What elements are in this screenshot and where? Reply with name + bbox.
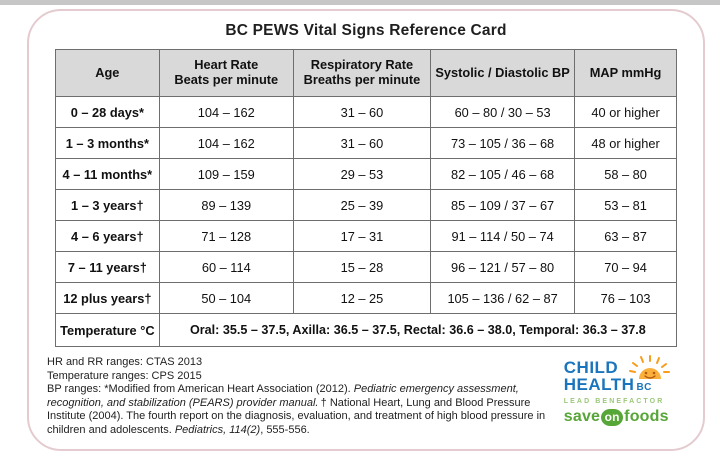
bp-cell: 96 – 121 / 57 – 80 [430,251,576,283]
photo-top-edge [0,0,720,5]
column-header-2: Respiratory Rate Breaths per minute [292,49,432,97]
footnotes: HR and RR ranges: CTAS 2013 Temperature … [47,356,564,438]
resp-rate-cell: 25 – 39 [292,189,432,221]
map-cell: 40 or higher [574,96,677,128]
page-title: BC PEWS Vital Signs Reference Card [225,22,507,39]
footnote-italic-segment: Pediatrics, 114(2) [174,423,261,436]
age-cell: 7 – 11 years† [55,251,160,283]
map-cell: 58 – 80 [574,158,677,190]
column-header-4: MAP mmHg [574,49,677,97]
age-cell: 0 – 28 days* [55,96,160,128]
footnote-temperature: Temperature ranges: CPS 2015 [47,369,202,382]
bp-cell: 73 – 105 / 36 – 68 [430,127,576,159]
map-cell: 63 – 87 [574,220,677,252]
heart-rate-cell: 104 – 162 [158,127,294,159]
footnote-italic-segment: Pediatric emergency assessment, recognit… [47,383,519,409]
bp-cell: 91 – 114 / 50 – 74 [430,220,576,252]
age-cell: 1 – 3 years† [55,189,160,221]
child-health-bc-logo: CHILD [563,355,685,394]
column-header-1: Heart Rate Beats per minute [158,49,294,97]
temperature-row: Temperature °C Oral: 35.5 – 37.5, Axilla:… [55,313,678,347]
bp-cell: 60 – 80 / 30 – 53 [430,96,576,128]
heart-rate-cell: 89 – 139 [158,189,294,221]
sun-icon [626,355,670,385]
resp-rate-cell: 17 – 31 [292,220,432,252]
heart-rate-cell: 104 – 162 [158,96,294,128]
save-on-foods-logo: save on foods [564,408,685,426]
age-cell: 4 – 6 years† [55,220,160,252]
card-footer: HR and RR ranges: CTAS 2013 Temperature … [47,355,685,438]
footnote-segment: † National Heart, Lung and Blood Pressur… [47,396,546,436]
reference-card: BC PEWS Vital Signs Reference Card Age He… [27,9,705,451]
table-row: 4 – 11 months* 109 – 159 29 – 53 82 – 105 /… [55,158,677,190]
footnote-segment: BP ranges: *Modified from American Heart… [47,383,354,396]
map-cell: 53 – 81 [574,189,677,221]
map-cell: 70 – 94 [574,251,677,283]
column-header-0: Age [55,49,160,97]
footnote-bp: BP ranges: *Modified from American Heart… [47,383,564,437]
sponsor-logos: CHILD [563,355,685,438]
column-header-3: Systolic / Diastolic BP [430,49,576,97]
table-row: 1 – 3 months* 104 – 162 31 – 60 73 – 105 / … [55,127,677,159]
lead-benefactor-label: LEAD BENEFACTOR [563,398,665,405]
resp-rate-cell: 31 – 60 [292,127,432,159]
table-row: 4 – 6 years† 71 – 128 17 – 31 91 – 114 / 50… [55,220,677,252]
map-cell: 48 or higher [574,127,677,159]
logo-text-health: HEALTH [563,375,635,394]
temperature-label: Temperature °C [55,313,160,347]
resp-rate-cell: 12 – 25 [292,282,432,314]
resp-rate-cell: 31 – 60 [292,96,432,128]
age-cell: 12 plus years† [55,282,160,314]
logo-text-child: CHILD [563,358,619,377]
table-row: 0 – 28 days* 104 – 162 31 – 60 60 – 80 / 30… [55,96,677,128]
bp-cell: 105 – 136 / 62 – 87 [430,282,576,314]
logo-text-foods: foods [624,408,669,425]
table-row: 12 plus years† 50 – 104 12 – 25 105 – 136 /… [55,282,677,314]
map-cell: 76 – 103 [574,282,677,314]
logo-text-bc: BC [636,382,652,393]
footnote-segment: , 555-556. [260,423,310,436]
heart-rate-cell: 71 – 128 [158,220,294,252]
logo-text-save: save [563,408,601,425]
vital-signs-table: Age Heart Rate Beats per minute Respirator… [55,49,678,347]
age-cell: 1 – 3 months* [55,127,160,159]
age-cell: 4 – 11 months* [55,158,160,190]
table-row: 1 – 3 years† 89 – 139 25 – 39 85 – 109 / 37… [55,189,677,221]
temperature-values: Oral: 35.5 – 37.5, Axilla: 36.5 – 37.5, … [158,313,678,347]
bp-cell: 82 – 105 / 46 – 68 [430,158,576,190]
heart-rate-cell: 109 – 159 [158,158,294,190]
bp-cell: 85 – 109 / 37 – 67 [430,189,576,221]
logo-on-badge: on [601,408,624,426]
heart-rate-cell: 50 – 104 [158,282,294,314]
table-header-row: Age Heart Rate Beats per minute Respirator… [55,49,677,97]
footnote-hr-rr: HR and RR ranges: CTAS 2013 [47,356,203,368]
resp-rate-cell: 29 – 53 [292,158,432,190]
table-row: 7 – 11 years† 60 – 114 15 – 28 96 – 121 / 5… [55,251,677,283]
resp-rate-cell: 15 – 28 [292,251,432,283]
heart-rate-cell: 60 – 114 [158,251,294,283]
